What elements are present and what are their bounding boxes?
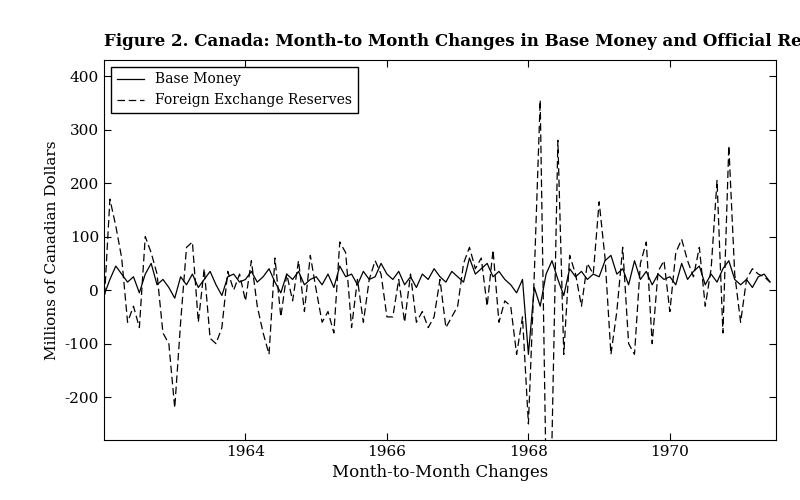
Line: Base Money: Base Money: [104, 256, 770, 354]
Foreign Exchange Reserves: [358, 320, 368, 326]
Base Money: [288, 276, 298, 282]
Foreign Exchange Reserves: [530, 271, 539, 277]
Foreign Exchange Reserves: [766, 279, 775, 285]
Base Money: [524, 352, 534, 358]
Text: Figure 2. Canada: Month-to Month Changes in Base Money and Official Reserves: Figure 2. Canada: Month-to Month Changes…: [104, 33, 800, 50]
Foreign Exchange Reserves: [288, 298, 298, 304]
Base Money: [618, 266, 627, 272]
Base Money: [535, 303, 545, 309]
Y-axis label: Millions of Canadian Dollars: Millions of Canadian Dollars: [46, 140, 59, 360]
Foreign Exchange Reserves: [542, 474, 551, 480]
Foreign Exchange Reserves: [535, 97, 545, 103]
Base Money: [282, 271, 291, 277]
Foreign Exchange Reserves: [618, 244, 627, 250]
Base Money: [766, 279, 775, 285]
Foreign Exchange Reserves: [176, 320, 186, 326]
Line: Foreign Exchange Reserves: Foreign Exchange Reserves: [104, 100, 770, 477]
Base Money: [99, 292, 109, 298]
Base Money: [176, 274, 186, 280]
X-axis label: Month-to-Month Changes: Month-to-Month Changes: [332, 464, 548, 481]
Foreign Exchange Reserves: [282, 271, 291, 277]
Base Money: [606, 252, 616, 258]
Foreign Exchange Reserves: [99, 303, 109, 309]
Base Money: [358, 268, 368, 274]
Legend: Base Money, Foreign Exchange Reserves: Base Money, Foreign Exchange Reserves: [111, 67, 358, 113]
